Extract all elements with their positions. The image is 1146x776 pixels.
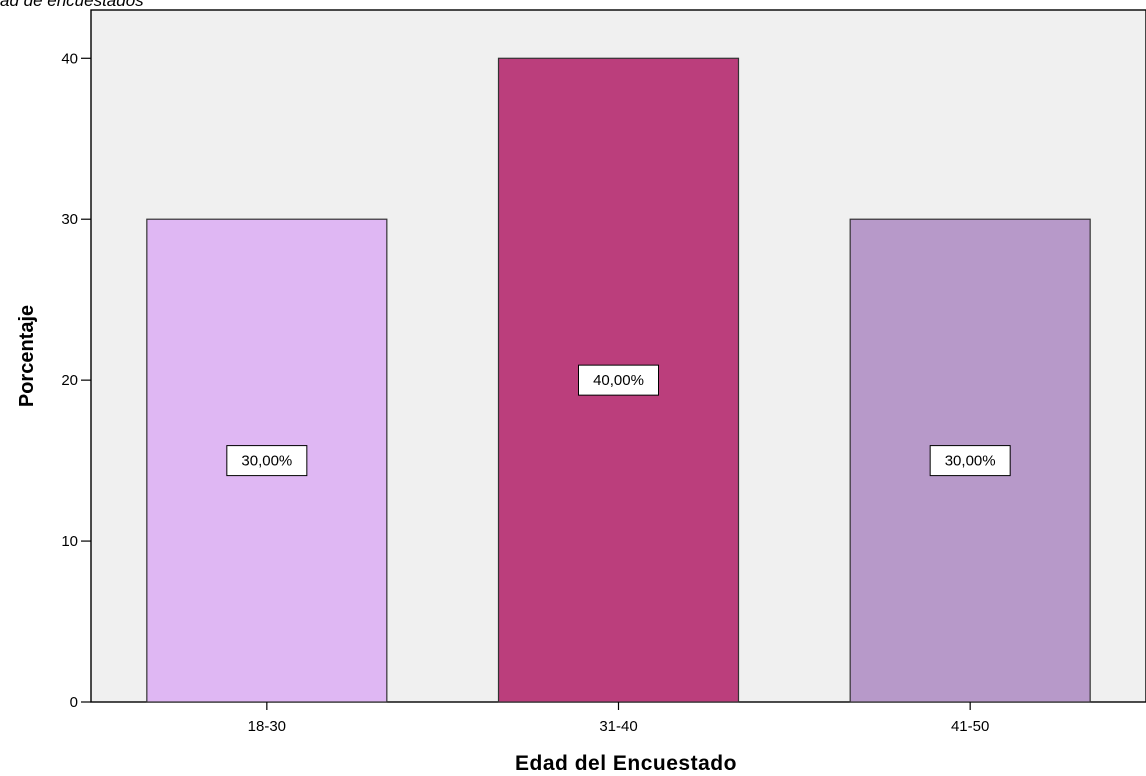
y-tick-label: 10 <box>61 533 78 550</box>
data-label-text: 30,00% <box>945 453 996 470</box>
chart-caption: ad de encuestados <box>0 0 144 10</box>
bar-18-30 <box>146 218 388 703</box>
x-axis: 18-30 31-40 41-50 <box>248 702 989 735</box>
y-axis-title: Porcentaje <box>16 305 38 407</box>
data-label-box <box>929 445 1011 477</box>
y-tick-label: 40 <box>61 50 78 67</box>
y-tick-label: 20 <box>61 372 78 389</box>
data-label-box <box>578 364 659 396</box>
y-tick-label: 30 <box>61 211 78 228</box>
x-axis-title: Edad del Encuestado <box>515 752 737 775</box>
data-label: 30,00% <box>226 445 308 477</box>
x-tick-label: 18-30 <box>248 718 286 735</box>
data-label-text: 40,00% <box>593 372 644 389</box>
data-label-text: 30,00% <box>241 453 292 470</box>
data-labels: 30,00% 40,00% 30,00% <box>226 364 1011 477</box>
x-tick-label: 31-40 <box>599 718 637 735</box>
y-tick-label: 0 <box>70 694 78 711</box>
data-label: 30,00% <box>929 445 1011 477</box>
x-tick-label: 41-50 <box>951 718 989 735</box>
y-axis: 0 10 20 30 40 <box>61 50 91 711</box>
data-label: 40,00% <box>578 364 659 396</box>
data-label-box <box>226 445 308 477</box>
